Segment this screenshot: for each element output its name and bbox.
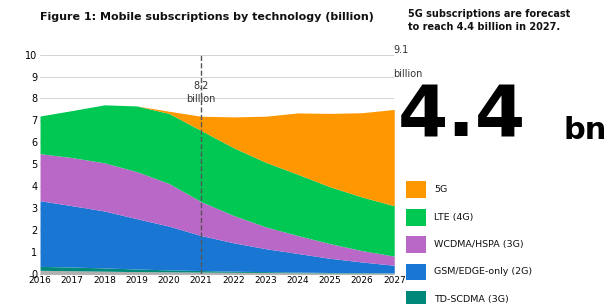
- Text: 5G subscriptions are forecast
to reach 4.4 billion in 2027.: 5G subscriptions are forecast to reach 4…: [408, 9, 570, 32]
- Text: LTE (4G): LTE (4G): [434, 213, 474, 222]
- Text: 5G: 5G: [434, 185, 448, 194]
- Text: TD-SCDMA (3G): TD-SCDMA (3G): [434, 295, 509, 304]
- Text: billion: billion: [187, 94, 216, 104]
- FancyBboxPatch shape: [406, 264, 426, 280]
- Text: GSM/EDGE-only (2G): GSM/EDGE-only (2G): [434, 268, 533, 276]
- FancyBboxPatch shape: [406, 209, 426, 226]
- Text: bn: bn: [564, 116, 607, 144]
- Text: WCDMA/HSPA (3G): WCDMA/HSPA (3G): [434, 240, 524, 249]
- FancyBboxPatch shape: [406, 181, 426, 198]
- FancyBboxPatch shape: [406, 291, 426, 304]
- Text: 9.1: 9.1: [393, 45, 408, 55]
- Text: 4.4: 4.4: [397, 82, 525, 151]
- Text: Figure 1: Mobile subscriptions by technology (billion): Figure 1: Mobile subscriptions by techno…: [40, 12, 374, 22]
- Text: billion: billion: [393, 69, 423, 79]
- Text: 8.2: 8.2: [193, 81, 209, 91]
- FancyBboxPatch shape: [406, 236, 426, 253]
